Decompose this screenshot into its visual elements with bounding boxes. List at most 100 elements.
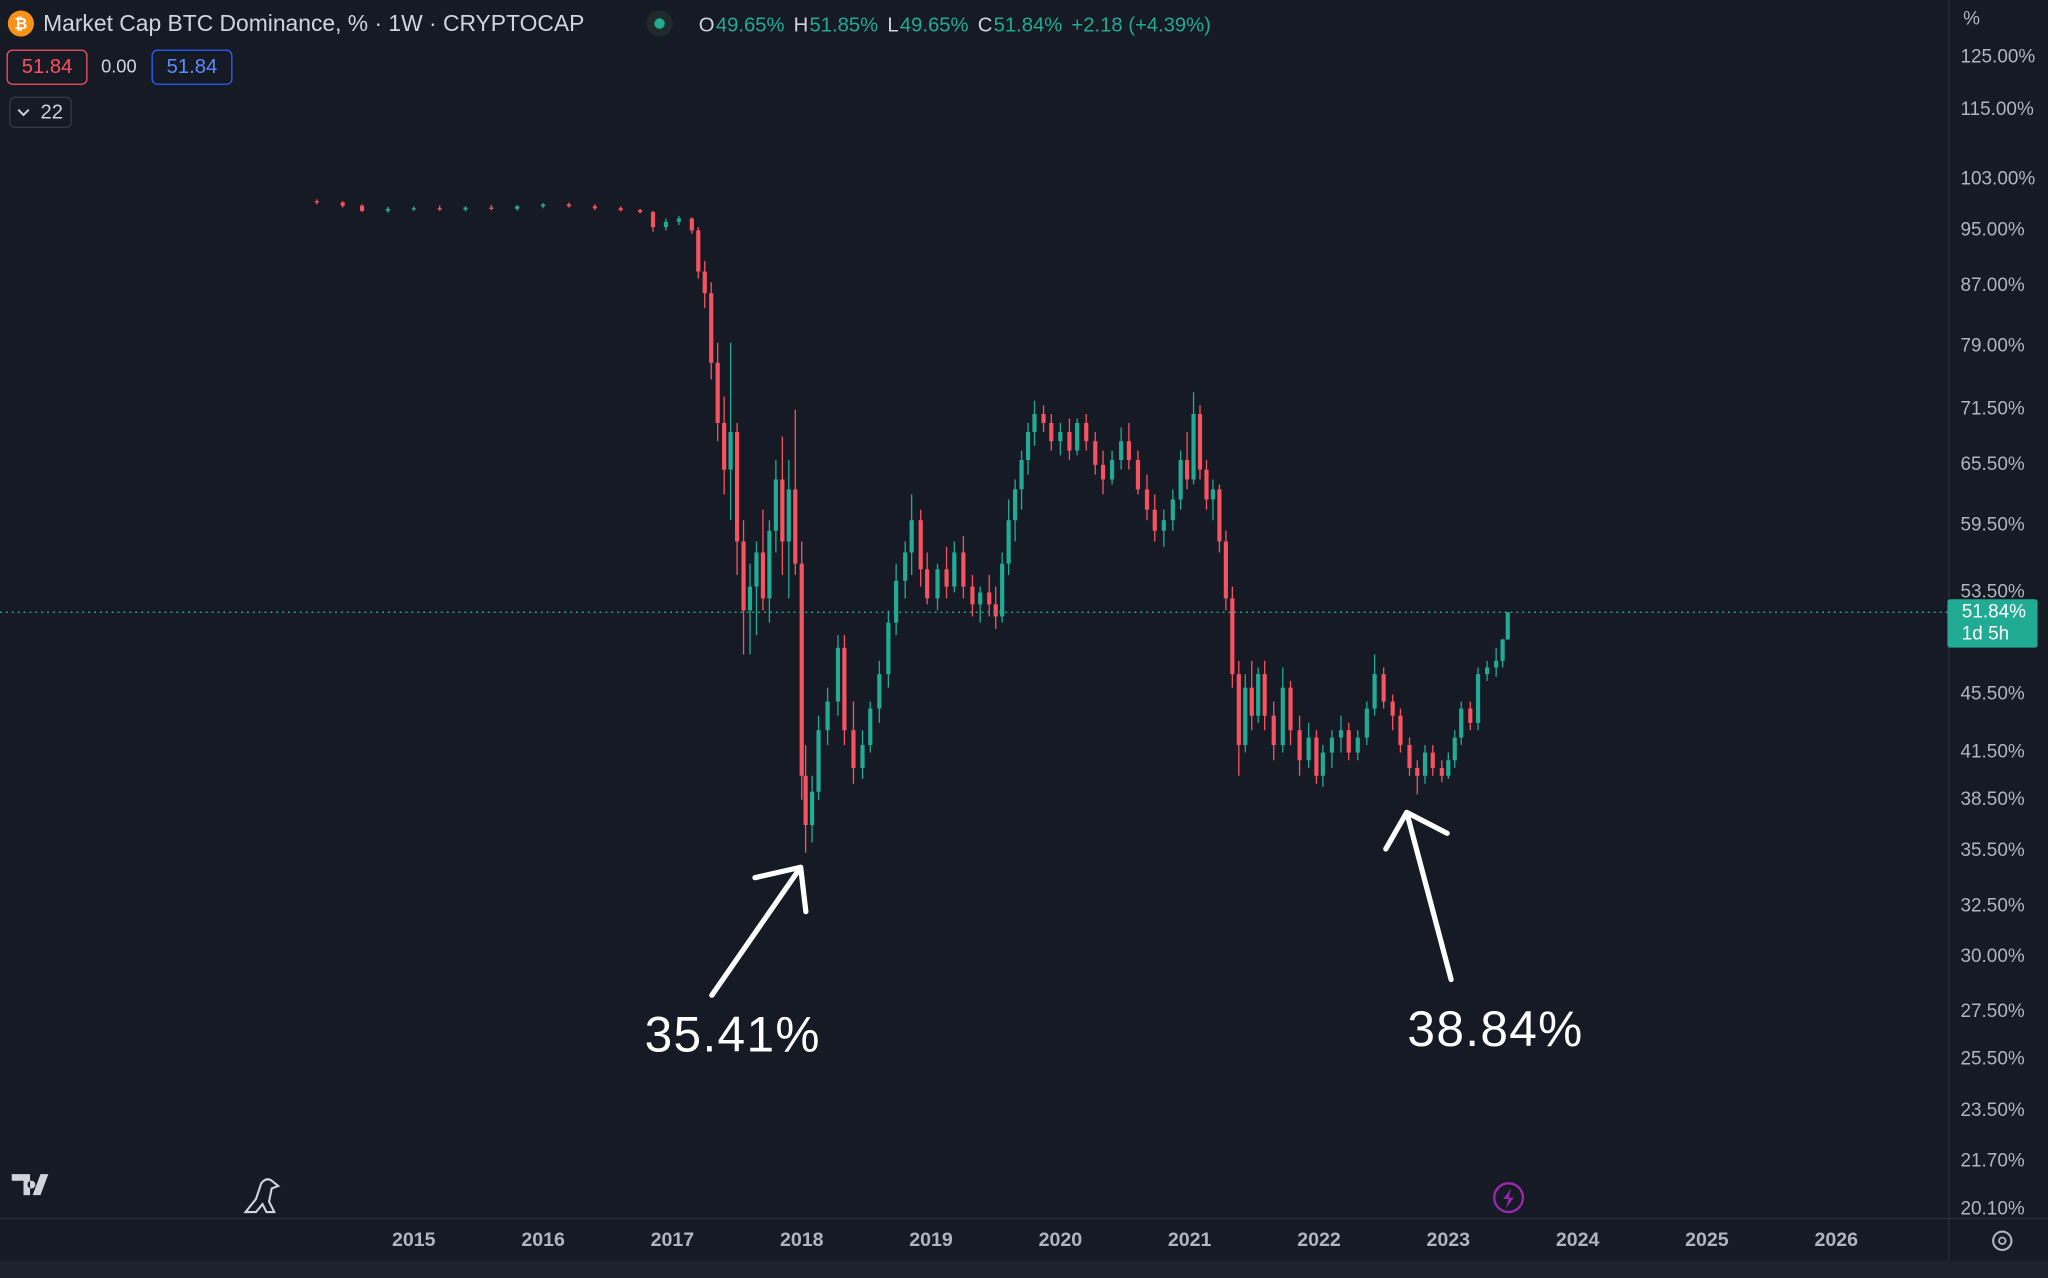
candle-body xyxy=(952,552,957,587)
candle-body xyxy=(993,604,998,617)
candle-body xyxy=(541,204,546,207)
candle-body xyxy=(803,775,808,825)
candle-body xyxy=(987,592,992,605)
y-tick-label: 71.50% xyxy=(1960,399,2024,420)
ohlc-value: 51.85% xyxy=(810,14,879,36)
candle-body xyxy=(702,271,707,294)
candle-body xyxy=(1439,767,1444,776)
last-price-box xyxy=(1947,599,2038,648)
candle-body xyxy=(1415,767,1420,776)
candle-body xyxy=(515,206,520,209)
lightning xyxy=(1503,1188,1514,1209)
ohlc-legend: O 49.65% H 51.85% L 49.65% C 51.84% xyxy=(699,14,1062,36)
candle-body xyxy=(741,541,746,611)
candle-body xyxy=(1197,414,1203,470)
candle-body xyxy=(1184,460,1190,480)
status-dot xyxy=(654,18,665,29)
candle-body xyxy=(978,592,983,605)
indicator-toggle-box[interactable] xyxy=(9,96,72,128)
candle-body xyxy=(1262,674,1267,716)
candle-body xyxy=(747,586,753,611)
candle-body xyxy=(314,201,319,203)
candle-body xyxy=(734,432,740,542)
candle-body xyxy=(1494,660,1499,668)
candle-body xyxy=(1475,674,1481,723)
candle-body xyxy=(793,489,798,564)
candle-body xyxy=(1398,715,1403,746)
axis-unit: % xyxy=(1963,9,1980,30)
ohlc-key: O xyxy=(699,14,715,36)
candle-body xyxy=(786,489,791,542)
candle-body xyxy=(1243,687,1248,746)
settings-icon[interactable] xyxy=(1992,1230,2013,1251)
badge: 0.00 xyxy=(101,56,137,77)
candle-body xyxy=(886,622,891,675)
candle-body xyxy=(816,730,821,792)
candle-body xyxy=(715,362,720,423)
candle-body xyxy=(1135,460,1141,490)
candle-body xyxy=(1280,687,1285,746)
candle-body xyxy=(650,212,656,228)
candle-body xyxy=(722,422,727,470)
arrow xyxy=(1383,809,1454,983)
badge-box xyxy=(6,49,88,85)
candle-body xyxy=(638,210,643,213)
candle-body xyxy=(877,674,882,709)
y-tick-label: 125.00% xyxy=(1960,46,2035,67)
candle-body xyxy=(437,208,442,210)
arrow xyxy=(709,864,809,998)
candle-body xyxy=(1191,414,1196,480)
y-tick-label: 79.00% xyxy=(1960,336,2024,357)
candle-body xyxy=(970,586,975,605)
candle-body xyxy=(760,552,766,599)
y-tick-label: 38.50% xyxy=(1960,789,2024,810)
y-tick-label: 87.00% xyxy=(1960,275,2024,296)
candle-body xyxy=(1452,737,1457,761)
candle-body xyxy=(385,208,391,211)
y-tick-label: 27.50% xyxy=(1960,1001,2024,1022)
candle-body xyxy=(1093,441,1098,465)
candle-body xyxy=(1170,499,1175,521)
candle-body xyxy=(1446,760,1451,776)
event-icon[interactable] xyxy=(1493,1182,1525,1214)
candle-body xyxy=(463,207,468,210)
ohlc-key: H xyxy=(794,14,809,36)
y-tick-label: 21.70% xyxy=(1960,1150,2024,1171)
candle-body xyxy=(1210,489,1216,500)
candle-body xyxy=(1505,612,1510,640)
y-tick-label: 95.00% xyxy=(1960,219,2024,240)
candle-body xyxy=(825,701,830,731)
y-tick-label: 32.50% xyxy=(1960,896,2024,917)
x-tick-label: 2017 xyxy=(651,1229,695,1251)
y-tick-label: 65.50% xyxy=(1960,454,2024,475)
y-tick-label: 45.50% xyxy=(1960,684,2024,705)
candle-body xyxy=(1249,687,1254,716)
candle-body xyxy=(1306,737,1311,761)
candle-body xyxy=(1075,422,1080,451)
x-tick-label: 2020 xyxy=(1039,1229,1083,1251)
candle-body xyxy=(918,520,923,570)
candle-body xyxy=(1119,441,1124,461)
y-tick-label: 20.10% xyxy=(1960,1199,2024,1220)
x-tick-label: 2015 xyxy=(392,1229,436,1251)
candle-body xyxy=(1407,745,1412,768)
badge-box xyxy=(151,49,233,85)
candle-body xyxy=(1381,674,1386,702)
candle-body xyxy=(860,745,865,768)
bottom-strip xyxy=(0,1260,2048,1278)
candle-body xyxy=(944,569,949,587)
candle-body xyxy=(676,218,681,222)
candle-body xyxy=(1468,708,1473,723)
x-tick-label: 2024 xyxy=(1556,1229,1600,1251)
tv-logo[interactable] xyxy=(11,1174,49,1196)
y-tick-label: 53.50% xyxy=(1960,581,2024,602)
replay-icon[interactable] xyxy=(243,1178,281,1214)
candle-body xyxy=(1288,687,1293,731)
indicator-count[interactable]: 22 xyxy=(40,101,63,123)
ohlc-value: 49.65% xyxy=(900,14,969,36)
candle-body xyxy=(709,293,714,363)
last-price-label: 51.84% xyxy=(1962,601,2026,622)
candle-body xyxy=(618,208,623,211)
